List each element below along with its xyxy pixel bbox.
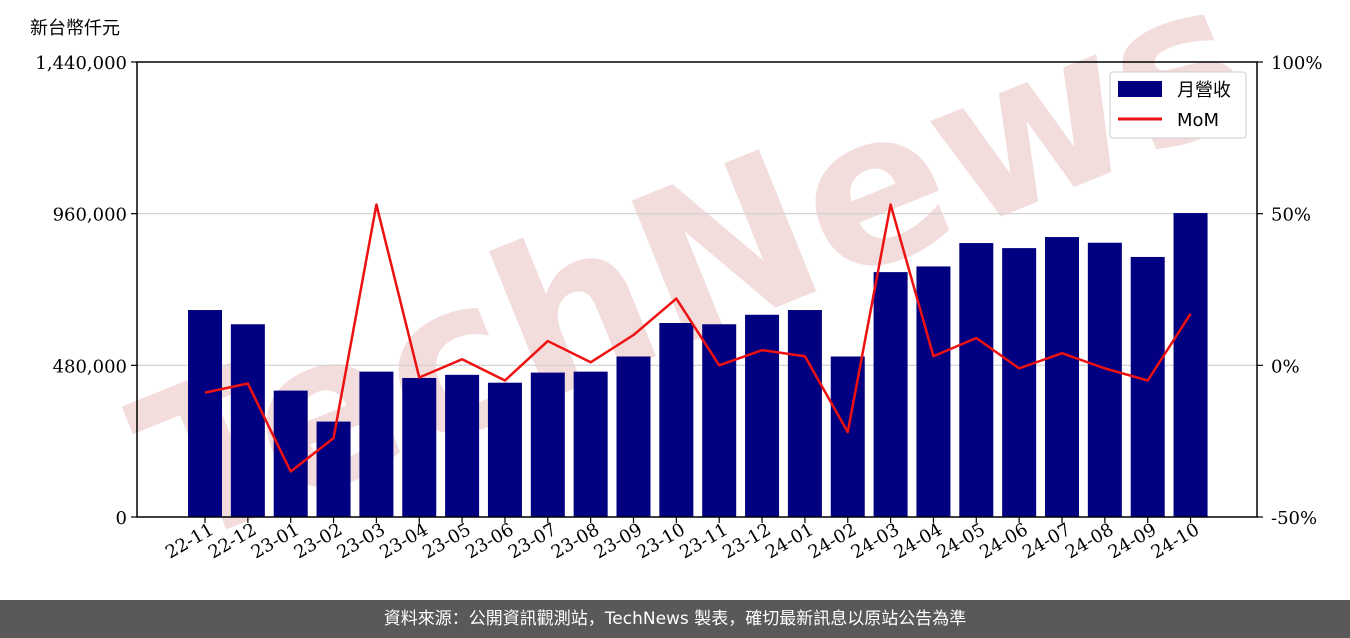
x-tick-label: 24-04	[891, 519, 946, 563]
bar-24-08	[1087, 242, 1122, 517]
bar-23-08	[573, 371, 608, 517]
x-tick-label: 23-08	[548, 519, 603, 563]
x-tick-label: 24-01	[762, 519, 817, 563]
x-tick-label: 24-05	[933, 519, 988, 563]
x-tick-label: 23-11	[676, 519, 731, 563]
x-tick-label: 23-10	[633, 519, 688, 563]
right-tick-label: -50%	[1271, 508, 1317, 529]
legend: 月營收 MoM	[1109, 71, 1247, 139]
bar-22-11	[188, 310, 222, 517]
bar-23-01	[273, 390, 308, 517]
bar-23-09	[616, 356, 651, 517]
bar-23-11	[702, 324, 737, 517]
x-tick-label: 24-06	[976, 519, 1031, 563]
bar-23-03	[359, 371, 394, 517]
left-y-axis: 0 480,000 960,000 1,440,000	[35, 53, 137, 529]
bar-24-07	[1045, 237, 1079, 517]
bar-22-12	[230, 324, 265, 517]
bar-24-09	[1130, 256, 1165, 517]
y-axis-unit-label: 新台幣仟元	[30, 18, 120, 39]
bar-23-04	[402, 377, 437, 517]
x-tick-label: 23-12	[719, 519, 774, 563]
x-tick-label: 24-08	[1062, 519, 1117, 563]
x-tick-label: 23-06	[462, 519, 517, 563]
left-tick-label: 0	[116, 508, 127, 529]
bar-24-04	[916, 266, 951, 517]
mom-line	[204, 203, 1192, 473]
legend-label-revenue: 月營收	[1177, 80, 1231, 101]
left-tick-label: 1,440,000	[35, 53, 127, 74]
bar-24-01	[787, 310, 822, 517]
bar-series	[188, 213, 1208, 518]
bar-24-05	[959, 243, 994, 518]
x-tick-label: 23-05	[419, 519, 474, 563]
x-tick-label: 24-09	[1105, 519, 1160, 563]
bar-24-10	[1173, 213, 1208, 517]
bar-23-06	[487, 382, 522, 517]
bar-24-02	[830, 356, 865, 517]
x-tick-label: 24-02	[805, 519, 860, 563]
x-tick-label: 23-07	[505, 519, 560, 563]
legend-bar-swatch	[1118, 81, 1162, 97]
x-tick-label: 23-09	[591, 519, 646, 563]
right-tick-label: 100%	[1271, 53, 1322, 74]
bar-23-05	[445, 374, 480, 517]
legend-label-mom: MoM	[1177, 110, 1219, 131]
bar-24-03	[873, 272, 908, 517]
bar-23-10	[659, 322, 694, 517]
bar-23-07	[530, 372, 565, 517]
right-tick-label: 50%	[1271, 205, 1311, 226]
bar-23-12	[745, 314, 780, 517]
left-tick-label: 480,000	[53, 356, 127, 377]
source-footer: 資料來源：公開資訊觀測站，TechNews 製表，確切最新訊息以原站公告為準	[0, 600, 1350, 638]
bar-24-06	[1002, 248, 1037, 517]
left-tick-label: 960,000	[53, 205, 127, 226]
x-tick-label: 24-07	[1019, 519, 1074, 563]
right-y-axis: -50% 0% 50% 100%	[1257, 53, 1322, 529]
x-tick-label: 23-04	[376, 519, 431, 563]
x-tick-label: 24-10	[1148, 519, 1203, 563]
x-tick-label: 24-03	[848, 519, 903, 563]
mom-line-series	[204, 203, 1192, 473]
right-tick-label: 0%	[1271, 356, 1300, 377]
plot-frame	[136, 61, 1258, 518]
